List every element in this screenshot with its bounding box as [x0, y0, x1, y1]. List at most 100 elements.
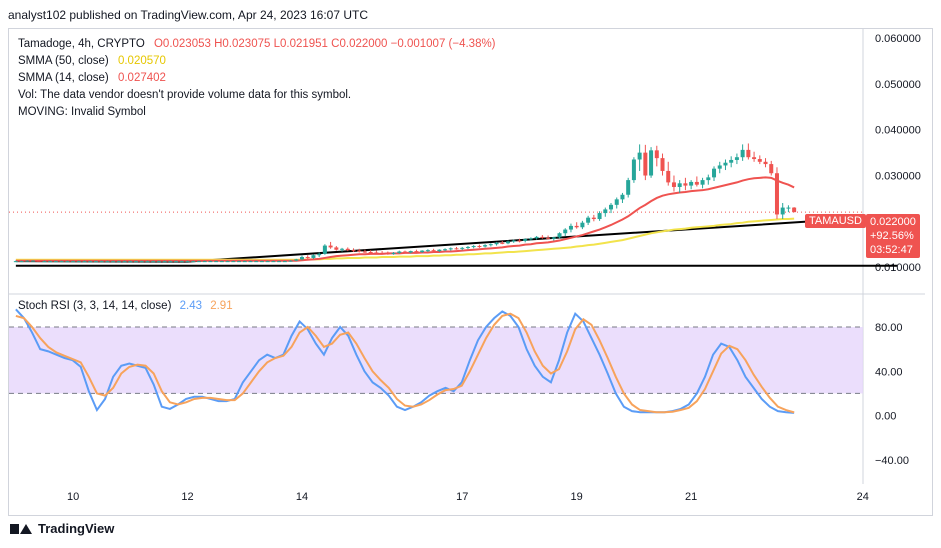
candle-body — [420, 250, 425, 252]
candle-body — [116, 261, 121, 263]
legend-sma50-label: SMMA (50, close) — [18, 55, 109, 67]
footer-brand[interactable]: TradingView — [10, 521, 114, 536]
price-tag-countdown: 03:52:47 — [870, 244, 913, 256]
stoch-d-line — [15, 312, 795, 414]
candle-body — [317, 253, 322, 256]
candle-body — [299, 257, 304, 260]
candle-body — [59, 261, 64, 263]
candle-body — [179, 261, 184, 263]
time-axis-tick-label: 12 — [181, 491, 193, 503]
candle-body — [689, 181, 694, 186]
candle-body — [740, 149, 745, 158]
stoch-band — [9, 327, 863, 394]
candle-body — [586, 217, 591, 223]
candle-body — [637, 152, 642, 160]
candle-body — [145, 261, 150, 263]
candle-body — [437, 249, 442, 252]
candle-body — [706, 177, 711, 181]
candle-body — [248, 261, 253, 263]
candle-body — [357, 250, 362, 252]
stoch-axis-tick-label: 40.00 — [875, 366, 903, 378]
legend-close: C0.022000 — [331, 38, 388, 50]
time-axis-tick-label: 10 — [67, 491, 79, 503]
legend-moving-note: MOVING: Invalid Symbol — [18, 106, 146, 118]
candle-body — [631, 159, 636, 181]
tradingview-logo-icon — [10, 522, 32, 536]
time-axis-tick-label: 21 — [685, 491, 697, 503]
candle-body — [362, 251, 367, 253]
candle-body — [534, 236, 539, 239]
candle-body — [82, 261, 87, 263]
candle-body — [76, 261, 81, 263]
legend-sma50-value: 0.020570 — [117, 55, 166, 67]
candle-body — [454, 248, 459, 250]
candle-body — [305, 257, 310, 259]
legend-symbol: Tamadoge, 4h, CRYPTO — [18, 38, 145, 50]
candle-body — [609, 204, 614, 210]
candle-body — [88, 261, 93, 263]
candle-body — [528, 238, 533, 240]
stoch-label: Stoch RSI (3, 3, 14, 14, close) — [18, 300, 172, 312]
candle-body — [71, 261, 76, 263]
candle-body — [614, 199, 619, 205]
price-tag: 0.022000 +92.56% 03:52:47 — [866, 214, 920, 258]
candle-body — [231, 261, 236, 263]
candle-body — [42, 261, 47, 263]
candle-body — [196, 261, 201, 263]
candle-body — [677, 183, 682, 187]
candle-body — [139, 261, 144, 263]
candle-body — [660, 158, 665, 171]
candle-body — [563, 229, 568, 234]
candle-body — [334, 247, 339, 250]
price-tag-pct: +92.56% — [870, 230, 914, 242]
candle-body — [13, 261, 18, 263]
candle-body — [237, 261, 242, 263]
candle-body — [219, 261, 224, 263]
candle-body — [774, 173, 779, 215]
candle-body — [671, 182, 676, 187]
candle-body — [340, 248, 345, 250]
candle-body — [345, 248, 350, 251]
candle-body — [191, 261, 196, 263]
time-axis-tick-label: 24 — [857, 491, 869, 503]
time-axis-tick-label: 17 — [456, 491, 468, 503]
candle-body — [19, 261, 24, 263]
candle-body — [746, 149, 751, 158]
price-axis-tick-label: 0.050000 — [875, 79, 921, 91]
candle-body — [591, 217, 596, 220]
candle-body — [568, 225, 573, 230]
candle-body — [626, 180, 631, 195]
candle-body — [214, 261, 219, 263]
legend-volume-note: Vol: The data vendor doesn't provide vol… — [18, 89, 352, 101]
candle-body — [282, 261, 287, 263]
candle-body — [174, 261, 179, 263]
candle-body — [683, 183, 688, 186]
candle-body — [540, 236, 545, 238]
candle-body — [780, 207, 785, 215]
candle-body — [48, 261, 53, 263]
stoch-d-value: 2.91 — [210, 300, 233, 312]
candle-body — [425, 250, 430, 252]
candle-body — [271, 261, 276, 263]
candle-body — [288, 260, 293, 262]
candle-body — [385, 253, 390, 255]
legend-sma50-row: SMMA (50, close) 0.020570 — [18, 53, 496, 70]
candle-body — [517, 240, 522, 242]
candle-body — [134, 261, 139, 263]
candle-body — [294, 259, 299, 261]
candle-body — [36, 260, 41, 262]
candle-body — [574, 225, 579, 228]
candle-body — [694, 181, 699, 185]
candle-body — [380, 252, 385, 254]
stoch-axis-tick-label: −40.00 — [875, 455, 909, 467]
candle-body — [477, 246, 482, 248]
legend-ohlc-row: Tamadoge, 4h, CRYPTO O0.023053 H0.023075… — [18, 36, 496, 53]
time-axis-tick-label: 14 — [296, 491, 308, 503]
candle-body — [712, 168, 717, 178]
candle-body — [311, 255, 316, 258]
candle-body — [700, 180, 705, 185]
candle-body — [431, 250, 436, 252]
candle-body — [752, 157, 757, 160]
candle-body — [254, 261, 259, 263]
